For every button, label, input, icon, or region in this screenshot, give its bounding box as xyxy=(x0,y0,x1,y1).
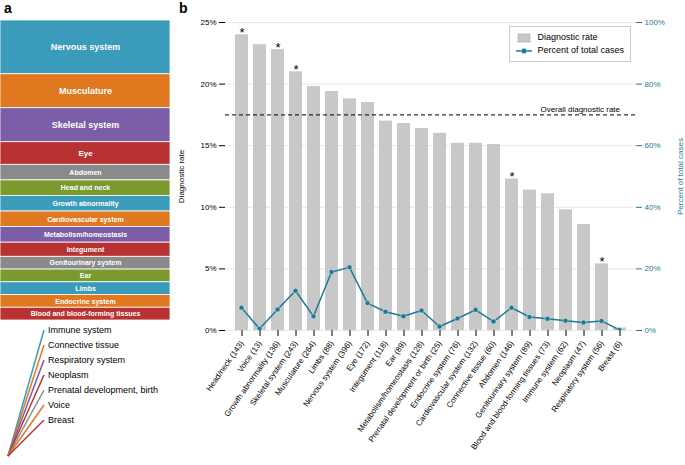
html-text:b: b xyxy=(179,0,188,16)
svg-text:80%: 80% xyxy=(645,80,661,89)
svg-text:Genitourinary system (89): Genitourinary system (89) xyxy=(473,339,534,420)
svg-text:5%: 5% xyxy=(205,264,217,273)
svg-text:Growth abnormality (136): Growth abnormality (136) xyxy=(222,339,282,419)
svg-text:Percent of total cases: Percent of total cases xyxy=(676,138,685,215)
svg-text:Voice (13): Voice (13) xyxy=(235,339,264,374)
svg-text:Prenatal development, birth: Prenatal development, birth xyxy=(48,385,158,395)
svg-text:*: * xyxy=(275,40,280,55)
svg-text:Eye (172): Eye (172) xyxy=(344,339,372,373)
svg-text:Overall diagnostic rate: Overall diagnostic rate xyxy=(540,105,620,114)
svg-text:Musculature (264): Musculature (264) xyxy=(273,339,318,398)
svg-text:Ear (89): Ear (89) xyxy=(383,339,408,369)
svg-text:40%: 40% xyxy=(645,203,661,212)
svg-text:Head/neck (143): Head/neck (143) xyxy=(204,339,246,393)
svg-text:Breast (6): Breast (6) xyxy=(596,339,624,373)
svg-text:0%: 0% xyxy=(645,326,657,335)
svg-text:15%: 15% xyxy=(200,141,216,150)
svg-text:*: * xyxy=(599,254,604,269)
svg-text:Endocrine system (76): Endocrine system (76) xyxy=(408,339,462,410)
svg-text:Breast: Breast xyxy=(48,415,75,425)
svg-text:Neoplasm (47): Neoplasm (47) xyxy=(550,339,588,388)
svg-text:*: * xyxy=(239,25,244,40)
svg-text:Immune system: Immune system xyxy=(48,325,112,335)
html-text:Percent of total cases: Percent of total cases xyxy=(537,45,624,55)
svg-text:Connective tissue (60): Connective tissue (60) xyxy=(444,339,498,410)
svg-text:Cardiovascular system (132): Cardiovascular system (132) xyxy=(414,339,480,428)
svg-text:Abdomen: Abdomen xyxy=(69,169,101,176)
svg-text:Prenatal development or birth: Prenatal development or birth (25) xyxy=(367,339,444,444)
html-text:a: a xyxy=(4,0,12,16)
svg-text:Head and neck: Head and neck xyxy=(61,184,111,191)
svg-text:Nervous system: Nervous system xyxy=(51,42,121,52)
svg-text:*: * xyxy=(509,169,514,184)
svg-text:Immune system (62): Immune system (62) xyxy=(520,339,570,405)
svg-text:Respiratory system: Respiratory system xyxy=(48,355,125,365)
svg-text:100%: 100% xyxy=(645,18,665,27)
svg-text:25%: 25% xyxy=(200,18,216,27)
svg-text:Integument (118): Integument (118) xyxy=(348,339,390,394)
svg-text:Cardiovascular system: Cardiovascular system xyxy=(47,216,124,224)
svg-text:Skeletal system: Skeletal system xyxy=(52,120,120,130)
svg-text:10%: 10% xyxy=(200,203,216,212)
svg-text:0%: 0% xyxy=(205,326,217,335)
svg-text:Nervous system (396): Nervous system (396) xyxy=(301,339,353,409)
svg-text:Skeletal system (243): Skeletal system (243) xyxy=(248,339,300,408)
svg-text:Connective tissue: Connective tissue xyxy=(48,340,119,350)
svg-text:20%: 20% xyxy=(200,80,216,89)
svg-text:Voice: Voice xyxy=(48,400,70,410)
svg-text:Blood and blood-forming tissue: Blood and blood-forming tissues xyxy=(31,310,141,318)
svg-text:Blood and blood-forming tissue: Blood and blood-forming tissues (73) xyxy=(469,339,552,452)
svg-text:Diagnostic rate: Diagnostic rate xyxy=(177,149,186,203)
svg-text:Genitourinary system: Genitourinary system xyxy=(50,259,122,267)
svg-text:*: * xyxy=(293,62,298,77)
svg-text:Respiratory system (56): Respiratory system (56) xyxy=(550,339,606,414)
svg-text:Limbs (88): Limbs (88) xyxy=(306,339,336,376)
svg-text:Growth abnormality: Growth abnormality xyxy=(52,200,118,208)
svg-text:20%: 20% xyxy=(645,264,661,273)
svg-text:Integument: Integument xyxy=(67,246,105,254)
svg-text:Metabolism/homeostasis (128): Metabolism/homeostasis (128) xyxy=(355,339,426,434)
svg-text:60%: 60% xyxy=(645,141,661,150)
svg-text:Ear: Ear xyxy=(80,272,92,279)
svg-text:Eye: Eye xyxy=(78,149,93,158)
svg-text:Metabolism/homeostasis: Metabolism/homeostasis xyxy=(44,231,127,238)
svg-text:Endocrine system: Endocrine system xyxy=(55,298,115,306)
svg-text:Neoplasm: Neoplasm xyxy=(48,370,89,380)
html-text:Diagnostic rate: Diagnostic rate xyxy=(537,32,598,42)
svg-text:Abdomen (146): Abdomen (146) xyxy=(476,339,516,390)
svg-text:Musculature: Musculature xyxy=(59,86,112,96)
svg-text:Limbs: Limbs xyxy=(75,285,96,292)
